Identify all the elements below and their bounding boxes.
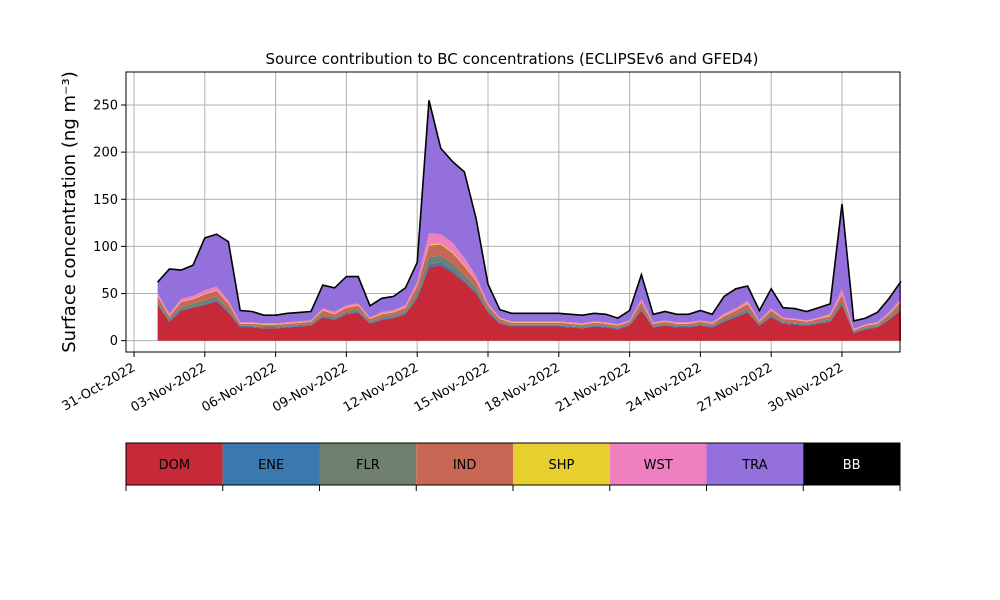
legend-label-ind: IND (453, 458, 477, 473)
total-concentration-line (157, 100, 902, 322)
y-tick-label: 100 (93, 240, 118, 255)
legend-label-flr: FLR (356, 458, 380, 473)
legend-swatch-bb (803, 443, 900, 485)
legend-swatch-flr (319, 443, 417, 485)
y-axis: 0 50 100 150 200 250 (93, 98, 126, 349)
legend-swatch-tra (706, 443, 804, 485)
x-tick-label: 15-Nov-2022 (412, 360, 492, 415)
legend-label-tra: TRA (741, 458, 767, 473)
area-tra (157, 101, 902, 329)
x-tick-label: 31-Oct-2022 (60, 360, 138, 414)
legend-swatch-ind (416, 443, 513, 485)
legend-colorbar: DOM ENE FLR IND SHP WST TRA BB (125, 442, 901, 491)
y-tick-label: 200 (93, 146, 118, 161)
x-tick-label: 09-Nov-2022 (270, 360, 350, 415)
area-flr (157, 255, 902, 333)
y-tick-label: 0 (110, 334, 118, 349)
legend-swatch-ene (222, 443, 320, 485)
plot-frame (125, 71, 901, 353)
area-bb (157, 100, 902, 322)
y-tick-label: 50 (101, 287, 118, 302)
legend-label-ene: ENE (258, 458, 284, 473)
x-tick-label: 03-Nov-2022 (129, 360, 209, 415)
x-tick-label: 27-Nov-2022 (695, 360, 775, 415)
stacked-areas (157, 100, 902, 341)
y-tick-label: 150 (93, 193, 118, 208)
x-axis: 31-Oct-202203-Nov-202206-Nov-202209-Nov-… (60, 352, 846, 415)
x-tick-label: 21-Nov-2022 (553, 360, 633, 415)
legend-label-wst: WST (644, 458, 673, 473)
legend-swatch-wst (609, 443, 707, 485)
x-tick-label: 12-Nov-2022 (341, 360, 421, 415)
legend-label-shp: SHP (548, 458, 574, 473)
grid (126, 72, 900, 352)
x-tick-label: 06-Nov-2022 (199, 360, 279, 415)
y-tick-label: 250 (93, 98, 118, 113)
chart-title: Source contribution to BC concentrations… (265, 50, 758, 68)
legend-label-bb: BB (843, 458, 861, 473)
legend-label-dom: DOM (159, 458, 190, 473)
x-tick-label: 18-Nov-2022 (483, 360, 563, 415)
y-axis-label: Surface concentration (ng m⁻³) (59, 71, 80, 353)
total-line (157, 100, 902, 322)
x-tick-label: 30-Nov-2022 (766, 360, 846, 415)
area-dom (157, 265, 902, 341)
x-tick-label: 24-Nov-2022 (624, 360, 704, 415)
legend-swatch-shp (513, 443, 610, 485)
area-ind (157, 244, 902, 332)
legend-swatch-dom (126, 443, 223, 485)
area-ene (157, 262, 902, 334)
